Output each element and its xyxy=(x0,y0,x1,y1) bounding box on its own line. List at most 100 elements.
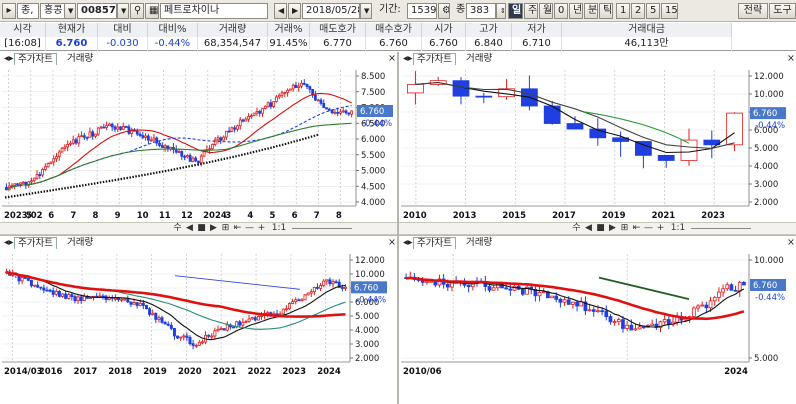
period-tab-year[interactable]: 년 xyxy=(569,3,583,19)
settings-icon[interactable]: ⚙ xyxy=(438,3,450,19)
sidebar-toggle-button[interactable]: ▸ xyxy=(2,3,16,19)
code-input[interactable]: 00857 xyxy=(77,3,117,19)
fit-icon[interactable]: ⇤ xyxy=(233,223,242,233)
horizontal-splitter[interactable] xyxy=(0,235,796,236)
close-icon[interactable]: × xyxy=(388,53,396,64)
tab-price-chart[interactable]: 주가차트 xyxy=(413,53,456,65)
stop-icon[interactable]: ■ xyxy=(596,223,605,233)
zoom-in-icon[interactable]: + xyxy=(257,223,266,233)
zoom-slider[interactable] xyxy=(292,228,352,229)
candle-body xyxy=(129,301,133,305)
candle-body xyxy=(283,92,287,94)
panel-toggle-icon[interactable]: ◂▸ xyxy=(4,53,14,64)
chevron-down-icon[interactable]: ▼ xyxy=(64,3,76,19)
candle-body xyxy=(337,281,341,288)
calculator-icon[interactable]: ▦ xyxy=(145,3,159,19)
period-tab-day[interactable]: 일 xyxy=(508,3,523,19)
stop-icon[interactable]: ■ xyxy=(197,223,206,233)
tab-volume[interactable]: 거래량 xyxy=(466,53,493,64)
period-tab-tick[interactable]: 틱 xyxy=(599,3,613,19)
grid-icon[interactable]: ⊞ xyxy=(620,223,629,233)
candle-body xyxy=(287,303,291,310)
close-icon[interactable]: × xyxy=(388,237,396,248)
date-input[interactable]: 2018/05/28 xyxy=(302,3,360,19)
candle-body xyxy=(67,294,71,299)
candle-body xyxy=(45,289,49,292)
tab-volume[interactable]: 거래량 xyxy=(67,53,94,64)
play-icon[interactable]: ▶ xyxy=(210,223,217,233)
chevron-down-icon[interactable]: ▼ xyxy=(360,3,372,19)
chevron-down-icon[interactable]: ▼ xyxy=(117,3,129,19)
panel-toggle-icon[interactable]: ◂▸ xyxy=(403,237,413,248)
period-tab-minute[interactable]: 분 xyxy=(584,3,598,19)
stepper-icon[interactable]: ⇕ xyxy=(496,3,506,19)
search-icon[interactable]: ⚲ xyxy=(130,3,144,19)
candle-body xyxy=(213,330,217,337)
candle-body xyxy=(575,301,579,307)
y-tick-label: 6.500 xyxy=(361,119,385,129)
candle-body xyxy=(341,110,345,113)
long-term-trend-line xyxy=(4,133,320,199)
zoom-slider[interactable] xyxy=(691,228,751,229)
zoom-in-icon[interactable]: + xyxy=(656,223,665,233)
period-input[interactable]: 1539 xyxy=(407,3,437,19)
fit-icon[interactable]: ⇤ xyxy=(632,223,641,233)
quote-value: 6.770 xyxy=(310,37,366,51)
period-tab-quarter[interactable]: 0 xyxy=(554,3,568,19)
count-input[interactable]: 383 xyxy=(466,3,496,19)
tab-volume[interactable]: 거래량 xyxy=(466,237,493,248)
prev-date-button[interactable]: ◀ xyxy=(274,3,287,19)
quote-value: 6.840 xyxy=(466,37,512,51)
play-icon[interactable]: ▶ xyxy=(609,223,616,233)
tab-price-chart[interactable]: 주가차트 xyxy=(413,237,456,249)
change-label: -0.44% xyxy=(755,293,785,303)
moving-average-line xyxy=(406,277,745,328)
x-tick-label: 2023 xyxy=(282,367,306,377)
moving-average-line xyxy=(6,122,352,191)
candle-body xyxy=(280,92,284,96)
tools-button[interactable]: 도구 xyxy=(769,3,796,19)
candle-body xyxy=(742,281,746,286)
stock-name-display: 페트로차이나 xyxy=(160,3,268,19)
strategy-button[interactable]: 전략 xyxy=(738,3,768,19)
next-date-button[interactable]: ▶ xyxy=(288,3,301,19)
tab-volume[interactable]: 거래량 xyxy=(67,237,94,248)
candle-body xyxy=(219,137,223,141)
candle-body xyxy=(612,321,617,323)
rewind-icon[interactable]: ◀ xyxy=(585,223,592,233)
tab-price-chart[interactable]: 주가차트 xyxy=(14,237,57,249)
market-tab[interactable]: 종, xyxy=(17,3,39,19)
panel-toggle-icon[interactable]: ◂▸ xyxy=(403,53,413,64)
period-tab-month[interactable]: 월 xyxy=(539,3,553,19)
scroll-icon[interactable]: 수 xyxy=(173,223,182,233)
panel-toggle-icon[interactable]: ◂▸ xyxy=(4,237,14,248)
minute-1-button[interactable]: 1 xyxy=(616,3,630,19)
candle-body xyxy=(135,302,139,306)
close-icon[interactable]: × xyxy=(787,237,795,248)
vertical-splitter[interactable] xyxy=(397,52,399,404)
minute-2-button[interactable]: 2 xyxy=(631,3,645,19)
scroll-icon[interactable]: 수 xyxy=(572,223,581,233)
grid-icon[interactable]: ⊞ xyxy=(221,223,230,233)
minute-5-button[interactable]: 5 xyxy=(646,3,660,19)
tab-price-chart[interactable]: 주가차트 xyxy=(14,53,57,65)
x-tick-label: 2023/02 xyxy=(4,211,43,221)
candle-body xyxy=(554,295,559,300)
minute-15-button[interactable]: 15 xyxy=(661,3,678,19)
candle-body xyxy=(42,287,46,291)
period-tab-week[interactable]: 주 xyxy=(524,3,538,19)
close-icon[interactable]: × xyxy=(787,53,795,64)
zoom-out-icon[interactable]: — xyxy=(245,223,254,233)
candle-body xyxy=(608,316,613,323)
zoom-out-icon[interactable]: — xyxy=(644,223,653,233)
candle-body xyxy=(191,157,195,162)
candle-body xyxy=(216,137,220,141)
candle-body xyxy=(319,285,323,289)
moving-average-line xyxy=(5,270,346,318)
y-tick-label: 3.000 xyxy=(754,180,778,190)
candle-body xyxy=(725,284,730,290)
rewind-icon[interactable]: ◀ xyxy=(186,223,193,233)
candle-body xyxy=(135,130,139,135)
candle-body xyxy=(57,151,61,157)
x-tick-label: 2014/03 xyxy=(4,367,43,377)
